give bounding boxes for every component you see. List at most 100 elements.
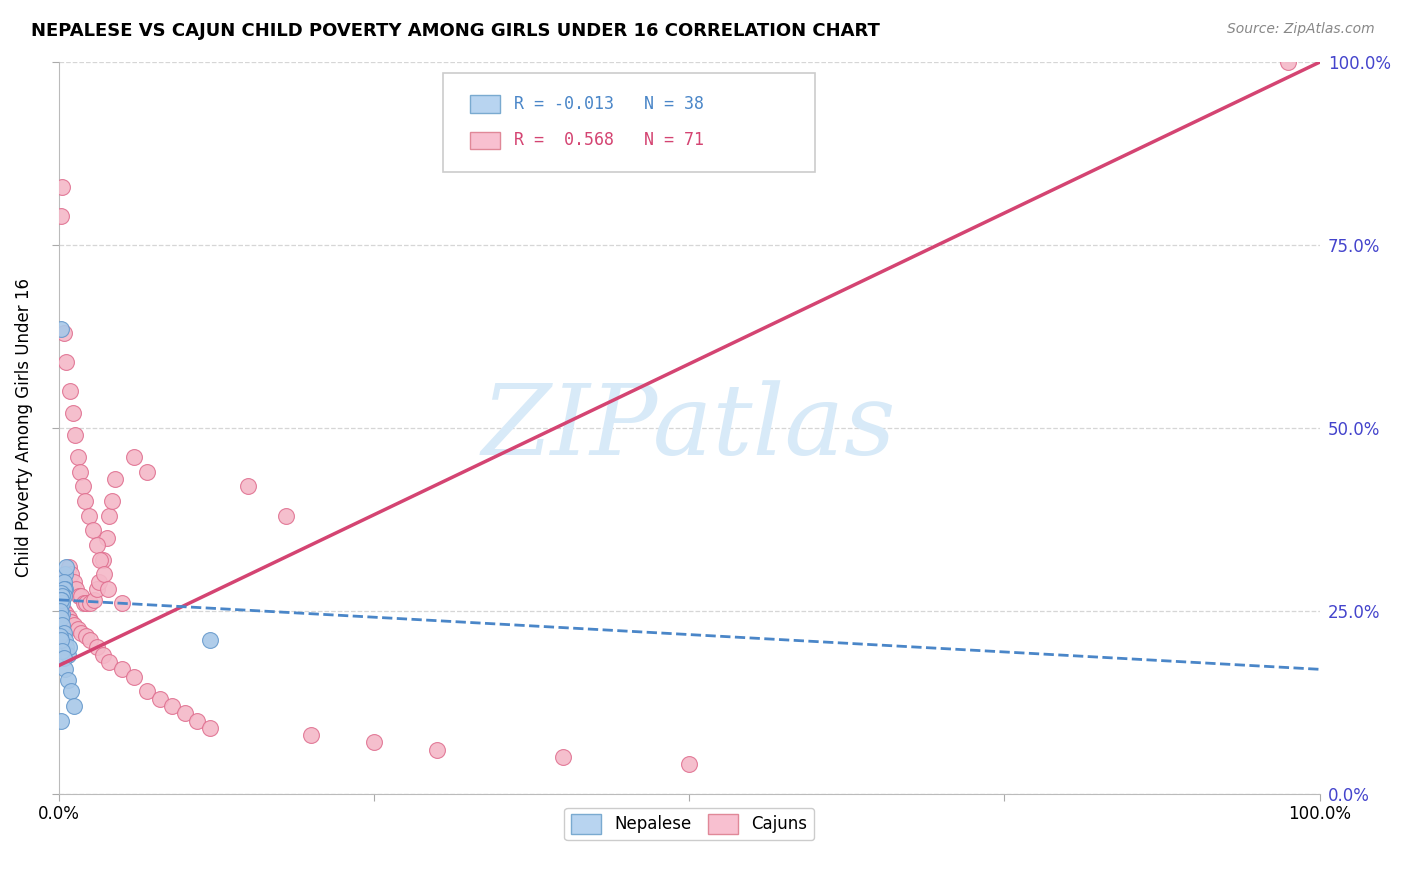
Point — [51, 607, 73, 622]
Point — [98, 508, 121, 523]
Point — [63, 618, 86, 632]
Point — [91, 552, 114, 566]
Point — [82, 524, 104, 538]
Point — [63, 428, 86, 442]
Point — [89, 552, 111, 566]
Point — [51, 714, 73, 728]
Point — [111, 662, 134, 676]
Point — [52, 625, 75, 640]
Point — [198, 633, 221, 648]
Point — [426, 743, 449, 757]
Point — [274, 508, 297, 523]
Point — [111, 597, 134, 611]
Point — [59, 384, 82, 399]
Y-axis label: Child Poverty Among Girls Under 16: Child Poverty Among Girls Under 16 — [15, 278, 32, 577]
Point — [60, 684, 83, 698]
Point — [55, 640, 77, 655]
Point — [51, 585, 73, 599]
Point — [70, 625, 93, 640]
Point — [53, 662, 76, 676]
FancyBboxPatch shape — [470, 95, 501, 112]
Point — [70, 589, 93, 603]
Point — [51, 322, 73, 336]
Point — [59, 615, 82, 629]
FancyBboxPatch shape — [470, 132, 501, 149]
Point — [51, 589, 73, 603]
Point — [56, 673, 79, 688]
Point — [49, 597, 72, 611]
Point — [55, 560, 77, 574]
Point — [160, 698, 183, 713]
Point — [551, 750, 574, 764]
Point — [75, 629, 97, 643]
Point — [52, 574, 75, 589]
Point — [53, 607, 76, 622]
Point — [136, 465, 159, 479]
Point — [91, 648, 114, 662]
Point — [100, 494, 122, 508]
Point — [53, 633, 76, 648]
Point — [52, 604, 75, 618]
Point — [173, 706, 195, 721]
Point — [236, 479, 259, 493]
Text: Source: ZipAtlas.com: Source: ZipAtlas.com — [1227, 22, 1375, 37]
Point — [51, 585, 73, 599]
Point — [299, 728, 322, 742]
Point — [52, 582, 75, 596]
Point — [86, 640, 108, 655]
Point — [63, 698, 86, 713]
Point — [66, 622, 89, 636]
Point — [55, 607, 77, 622]
Point — [124, 670, 146, 684]
Point — [75, 494, 97, 508]
Text: R = -0.013   N = 38: R = -0.013 N = 38 — [515, 95, 704, 112]
Point — [97, 582, 120, 596]
Point — [96, 531, 118, 545]
Point — [60, 615, 83, 629]
Point — [51, 644, 73, 658]
Point — [87, 574, 110, 589]
Point — [93, 567, 115, 582]
Point — [86, 538, 108, 552]
Point — [49, 604, 72, 618]
Point — [52, 326, 75, 340]
Point — [83, 592, 105, 607]
Point — [62, 406, 84, 420]
Point — [51, 592, 73, 607]
Point — [73, 597, 96, 611]
Point — [104, 472, 127, 486]
Point — [51, 179, 73, 194]
Legend: Nepalese, Cajuns: Nepalese, Cajuns — [564, 807, 814, 840]
Point — [72, 479, 94, 493]
Text: NEPALESE VS CAJUN CHILD POVERTY AMONG GIRLS UNDER 16 CORRELATION CHART: NEPALESE VS CAJUN CHILD POVERTY AMONG GI… — [31, 22, 880, 40]
Point — [52, 651, 75, 665]
Point — [51, 589, 73, 603]
Point — [77, 508, 100, 523]
Point — [51, 597, 73, 611]
Point — [198, 721, 221, 735]
Point — [363, 735, 385, 749]
Point — [56, 611, 79, 625]
Point — [63, 574, 86, 589]
Point — [79, 633, 101, 648]
Point — [66, 450, 89, 465]
Point — [79, 597, 101, 611]
Point — [75, 597, 97, 611]
Point — [678, 757, 700, 772]
Point — [67, 589, 90, 603]
Point — [52, 578, 75, 592]
Point — [58, 611, 80, 625]
Point — [136, 684, 159, 698]
FancyBboxPatch shape — [443, 73, 815, 172]
Point — [55, 355, 77, 369]
Point — [51, 597, 73, 611]
Point — [1277, 55, 1299, 70]
Point — [51, 633, 73, 648]
Point — [51, 618, 73, 632]
Text: ZIPatlas: ZIPatlas — [482, 380, 897, 475]
Point — [148, 691, 170, 706]
Point — [49, 629, 72, 643]
Point — [53, 582, 76, 596]
Text: R =  0.568   N = 71: R = 0.568 N = 71 — [515, 131, 704, 150]
Point — [52, 589, 75, 603]
